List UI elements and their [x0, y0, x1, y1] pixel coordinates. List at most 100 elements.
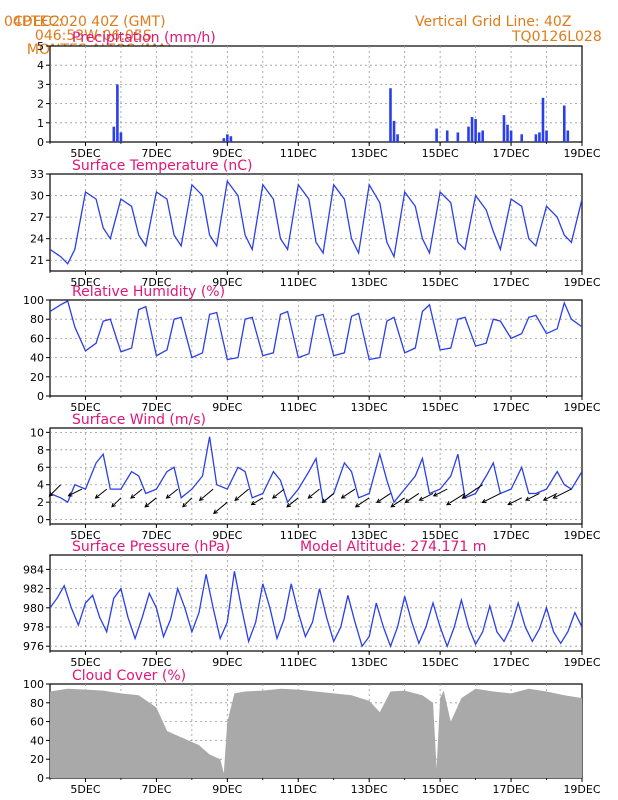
y-tick-label: 30: [30, 190, 44, 203]
precip-bar: [222, 138, 226, 142]
wind-arrow: [68, 488, 83, 497]
wind-arrow: [355, 497, 370, 508]
wind-arrow: [376, 493, 391, 503]
y-tick-label: 0: [37, 390, 44, 403]
x-tick-label: 19DEC: [563, 656, 600, 669]
y-tick-label: 0: [37, 772, 44, 785]
wind-arrow: [199, 488, 214, 501]
x-tick-label: 7DEC: [141, 529, 171, 542]
y-tick-label: 40: [30, 352, 44, 365]
wind-arrow-head: [250, 500, 256, 506]
wind-arrow: [390, 497, 405, 508]
precip-bar: [566, 130, 570, 142]
x-tick-label: 11DEC: [280, 276, 317, 289]
wind-arrow-head: [404, 498, 410, 504]
plot-frame: [49, 173, 583, 272]
y-tick-label: 4: [37, 59, 44, 72]
wind-arrow-head: [144, 502, 150, 508]
wind-arrow: [543, 493, 558, 501]
wind-arrow-head: [165, 494, 171, 499]
wind-arrow-head: [130, 494, 135, 499]
precip-bar: [467, 126, 470, 142]
y-tick-label: 10: [30, 426, 44, 439]
x-tick-label: 17DEC: [493, 276, 530, 289]
y-tick-label: 80: [30, 313, 44, 326]
x-tick-label: 11DEC: [280, 147, 317, 160]
x-tick-label: 7DEC: [141, 276, 171, 289]
precip-bar: [470, 117, 474, 142]
y-tick-label: 60: [30, 716, 44, 729]
y-tick-label: 100: [23, 678, 44, 691]
cloud-area: [50, 688, 582, 778]
precip-bar: [502, 115, 506, 142]
wind-arrow: [95, 488, 108, 499]
x-tick-label: 9DEC: [212, 529, 242, 542]
precip-bar: [396, 134, 399, 142]
wind-arrow-head: [376, 498, 382, 504]
y-tick-label: 20: [30, 753, 44, 766]
precip-bar: [545, 130, 548, 142]
x-tick-label: 17DEC: [493, 401, 530, 414]
y-tick-label: 8: [37, 444, 44, 457]
wind-series-line: [50, 436, 582, 504]
wind-arrow-head: [552, 494, 558, 499]
wind-arrow-head: [461, 494, 467, 499]
y-tick-label: 6: [37, 461, 44, 474]
x-tick-label: 5DEC: [70, 656, 100, 669]
y-tick-label: 21: [30, 254, 44, 267]
y-tick-label: 1: [37, 117, 44, 130]
plot-frame: [49, 45, 583, 143]
wind-arrow: [482, 493, 501, 503]
wind-arrow-head: [48, 491, 54, 497]
x-tick-label: 9DEC: [212, 656, 242, 669]
wind-arrow-head: [390, 503, 396, 508]
x-tick-label: 19DEC: [563, 529, 600, 542]
precip-bar: [119, 132, 123, 142]
x-tick-label: 15DEC: [422, 401, 459, 414]
wind-arrow: [322, 493, 335, 503]
wind-arrow: [525, 493, 540, 501]
y-tick-label: 978: [23, 621, 44, 634]
y-tick-label: 2: [37, 98, 44, 111]
y-tick-label: 0: [37, 136, 44, 149]
y-tick-label: 980: [23, 602, 44, 615]
x-tick-label: 13DEC: [351, 783, 388, 796]
wind-arrow: [446, 493, 466, 506]
precip-bar: [541, 97, 545, 142]
rh-series-line: [50, 300, 582, 361]
precip-bar: [229, 136, 233, 142]
x-tick-label: 9DEC: [212, 783, 242, 796]
x-tick-label: 17DEC: [493, 147, 530, 160]
x-tick-label: 11DEC: [280, 401, 317, 414]
x-tick-label: 7DEC: [141, 401, 171, 414]
precip-bar: [534, 134, 538, 142]
panel-title: Relative Humidity (%): [72, 284, 225, 300]
x-tick-label: 5DEC: [70, 529, 100, 542]
y-tick-label: 984: [23, 563, 44, 576]
y-tick-label: 40: [30, 734, 44, 747]
panel-subtitle: Model Altitude: 274.171 m: [300, 539, 486, 555]
panel-precip: 0 1 2 3 4 5 5DEC 7DEC 9DEC 11DEC 13DEC 15DEC 17DEC 19…: [37, 30, 601, 160]
panel-title: Cloud Cover (%): [72, 668, 186, 684]
x-tick-label: 5DEC: [70, 276, 100, 289]
precip-bar: [116, 84, 119, 142]
precip-bar: [481, 130, 484, 142]
wind-arrow: [251, 497, 264, 505]
header-grid-note: Vertical Grid Line: 40Z: [415, 14, 572, 30]
y-tick-label: 976: [23, 640, 44, 653]
wind-arrow-head: [286, 502, 292, 508]
x-tick-label: 15DEC: [422, 147, 459, 160]
x-tick-label: 17DEC: [493, 529, 530, 542]
y-tick-label: 60: [30, 332, 44, 345]
precip-bar: [474, 118, 477, 142]
plot-frame: [49, 427, 583, 525]
wind-arrow-head: [446, 500, 451, 506]
wind-arrow-head: [432, 492, 438, 497]
panel-title: Surface Pressure (hPa): [72, 539, 230, 555]
x-tick-label: 17DEC: [493, 656, 530, 669]
x-tick-label: 5DEC: [70, 147, 100, 160]
x-tick-label: 19DEC: [563, 276, 600, 289]
y-tick-label: 20: [30, 371, 44, 384]
x-tick-label: 15DEC: [422, 276, 459, 289]
